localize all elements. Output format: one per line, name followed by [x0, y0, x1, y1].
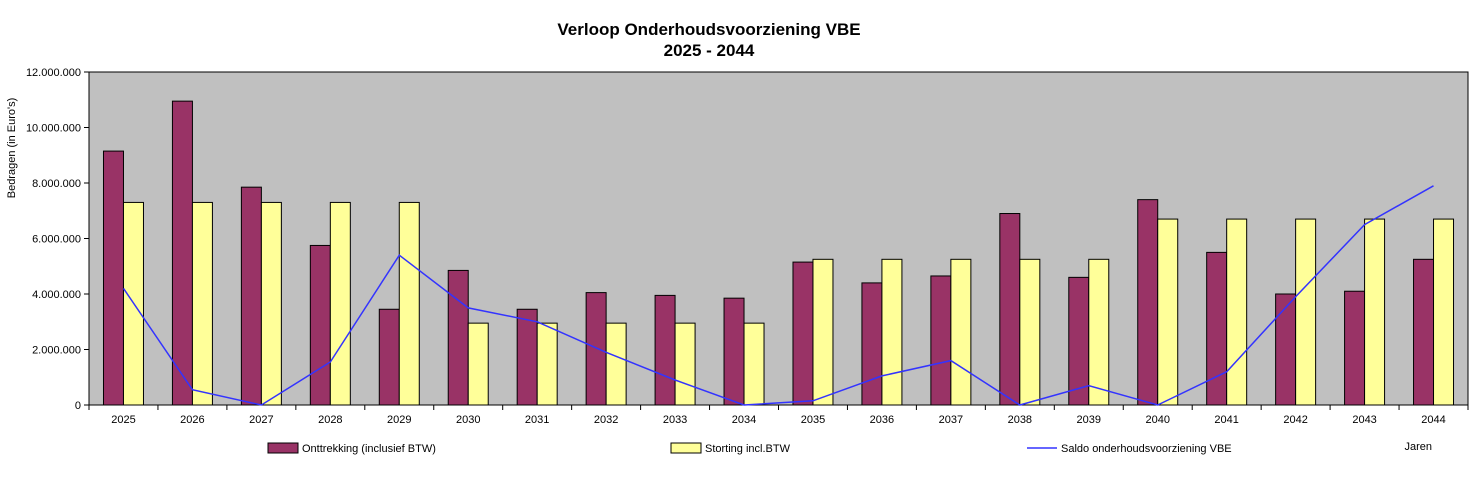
x-tick-label: 2026	[180, 414, 204, 426]
x-axis: 2025 2026 2027 2028 2029 2030 2031 2032 2033 2034…	[88, 405, 1469, 426]
legend-label-storting: Storting incl.BTW	[705, 443, 791, 455]
bar-storting	[1157, 218, 1179, 406]
bar-onttrekking	[861, 282, 883, 406]
x-tick-label: 2040	[1145, 414, 1169, 426]
bar-storting	[812, 258, 834, 406]
bar-onttrekking	[309, 244, 331, 406]
bar-storting	[1364, 218, 1386, 406]
y-tick-label: 2.000.000	[32, 345, 81, 357]
bar-onttrekking	[102, 150, 124, 406]
legend-swatch-storting	[670, 442, 702, 454]
x-axis-label: Jaren	[1404, 441, 1432, 453]
bar-onttrekking	[585, 292, 607, 406]
y-tick-label: 12.000.000	[26, 67, 81, 79]
x-tick-label: 2044	[1421, 414, 1445, 426]
x-tick-label: 2039	[1077, 414, 1101, 426]
y-axis: 0 2.000.000 4.000.000 6.000.000 8.000.000 10.…	[26, 67, 89, 412]
bar-onttrekking	[1344, 290, 1366, 406]
bar-onttrekking	[930, 275, 952, 406]
bar-storting	[605, 322, 627, 406]
bar-storting	[743, 322, 765, 406]
line-saldo	[122, 185, 1434, 406]
bar-onttrekking	[378, 308, 400, 406]
legend-label-saldo: Saldo onderhoudsvoorziening VBE	[1061, 443, 1232, 455]
x-tick-label: 2029	[387, 414, 411, 426]
bar-onttrekking	[654, 294, 676, 406]
x-tick-label: 2037	[939, 414, 963, 426]
legend-label-onttrekking: Onttrekking (inclusief BTW)	[302, 443, 436, 455]
bar-storting	[1088, 258, 1110, 406]
bar-storting	[467, 322, 489, 406]
bar-onttrekking	[1137, 199, 1159, 406]
x-tick-label: 2025	[111, 414, 135, 426]
x-tick-label: 2032	[594, 414, 618, 426]
x-tick-label: 2034	[732, 414, 756, 426]
bar-storting	[1019, 258, 1041, 406]
bar-storting	[260, 201, 282, 406]
bar-onttrekking	[792, 261, 814, 406]
y-tick-label: 10.000.000	[26, 123, 81, 135]
y-axis-label: Bedragen (in Euro's)	[6, 98, 18, 199]
bar-onttrekking	[240, 186, 262, 406]
bar-storting	[536, 322, 558, 406]
x-tick-label: 2028	[318, 414, 342, 426]
x-tick-label: 2038	[1008, 414, 1032, 426]
bar-storting	[1433, 218, 1455, 406]
legend-swatch-onttrekking	[267, 442, 299, 454]
x-tick-label: 2033	[663, 414, 687, 426]
bar-onttrekking	[1206, 251, 1228, 406]
x-tick-label: 2027	[249, 414, 273, 426]
bar-onttrekking	[999, 213, 1021, 406]
bar-storting	[950, 258, 972, 406]
x-tick-label: 2041	[1214, 414, 1238, 426]
x-tick-label: 2043	[1352, 414, 1376, 426]
y-tick-label: 0	[75, 400, 81, 412]
chart-title: Verloop Onderhoudsvoorziening VBE	[557, 20, 860, 39]
bars-group	[102, 100, 1455, 406]
y-tick-label: 4.000.000	[32, 289, 81, 301]
bar-storting	[398, 201, 420, 406]
x-tick-label: 2031	[525, 414, 549, 426]
plot-area	[88, 71, 1469, 406]
bar-storting	[191, 201, 213, 406]
x-tick-label: 2042	[1283, 414, 1307, 426]
chart-subtitle: 2025 - 2044	[664, 41, 755, 60]
bar-onttrekking	[516, 308, 538, 406]
bar-onttrekking	[1413, 258, 1435, 406]
bar-onttrekking	[447, 269, 469, 406]
bar-storting	[881, 258, 903, 406]
legend: Onttrekking (inclusief BTW) Storting inc…	[267, 442, 1232, 455]
bar-onttrekking	[171, 100, 193, 406]
x-tick-label: 2036	[870, 414, 894, 426]
y-tick-label: 8.000.000	[32, 178, 81, 190]
bar-onttrekking	[1275, 293, 1297, 406]
x-tick-label: 2030	[456, 414, 480, 426]
bar-storting	[329, 201, 351, 406]
x-tick-label: 2035	[801, 414, 825, 426]
lines-group	[122, 185, 1434, 406]
y-tick-label: 6.000.000	[32, 234, 81, 246]
bar-storting	[674, 322, 696, 406]
bar-storting	[1226, 218, 1248, 406]
bar-onttrekking	[723, 297, 745, 406]
bar-storting	[1295, 218, 1317, 406]
